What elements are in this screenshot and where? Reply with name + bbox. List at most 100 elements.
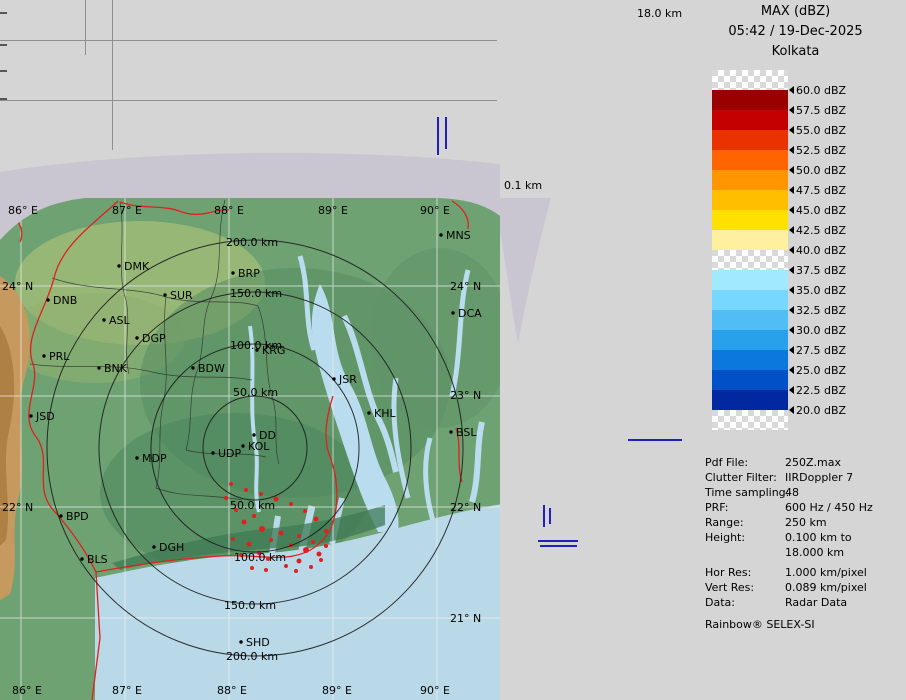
echo-mark	[538, 540, 578, 542]
station-label: BPD	[66, 510, 89, 523]
software-brand: Rainbow® SELEX-SI	[705, 618, 815, 631]
ring-label: 150.0 km	[230, 287, 282, 300]
panel-divider-line	[112, 0, 113, 150]
blockage-band-top	[0, 152, 500, 198]
station-label: BRP	[238, 267, 260, 280]
range-rings	[46, 239, 464, 657]
station-label: SUR	[170, 289, 193, 302]
info-label: Range:	[705, 516, 744, 529]
colorbar-cell	[712, 130, 788, 150]
colorbar-cell	[712, 170, 788, 190]
colorbar-level-label: 50.0 dBZ	[796, 163, 847, 177]
station-label: BSL	[456, 426, 477, 439]
colorbar-level-label: 20.0 dBZ	[796, 403, 847, 417]
station-label: BDW	[198, 362, 225, 375]
colorbar-cell	[712, 270, 788, 290]
info-label: Time sampling:	[705, 486, 790, 499]
ring-label: 50.0 km	[230, 499, 275, 512]
colorbar-level-label: 30.0 dBZ	[796, 323, 847, 337]
lat-label: 23° N	[450, 389, 481, 402]
radar-site-name: Kolkata	[771, 44, 820, 59]
colorbar-cell	[712, 190, 788, 210]
info-value: 600 Hz / 450 Hz	[785, 501, 873, 514]
station-label: DCA	[458, 307, 482, 320]
station-label: DNB	[53, 294, 77, 307]
echo-mark	[445, 117, 447, 149]
colorbar-cell	[712, 310, 788, 330]
map-geography	[0, 198, 500, 700]
longitude-labels: 86° E 87° E 88° E 89° E 90° E 86° E 87° …	[8, 204, 450, 697]
station-label: KHL	[374, 407, 396, 420]
info-value: 250Z.max	[785, 456, 841, 469]
colorbar-level-label: 42.5 dBZ	[796, 223, 847, 237]
delta-area	[112, 505, 385, 570]
colorbar-cell	[712, 90, 788, 110]
colorbar-level: 45.0 dBZ	[785, 203, 846, 217]
colorbar-level: 30.0 dBZ	[785, 323, 846, 337]
lat-label: 24° N	[450, 280, 481, 293]
lat-label: 21° N	[450, 612, 481, 625]
info-value: 250 km	[785, 516, 827, 529]
colorbar-level-label: 32.5 dBZ	[796, 303, 847, 317]
station-label: DD	[259, 429, 276, 442]
colorbar-level: 20.0 dBZ	[785, 403, 846, 417]
colorbar-level: 25.0 dBZ	[785, 363, 846, 377]
lon-label: 89° E	[322, 684, 352, 697]
lon-label: 87° E	[112, 204, 142, 217]
station-label: SHD	[246, 636, 270, 649]
station-label: JSR	[338, 373, 357, 386]
info-label: Hor Res:	[705, 566, 752, 579]
colorbar-level: 27.5 dBZ	[785, 343, 846, 357]
colorbar-cell	[712, 410, 788, 430]
axis-tick	[0, 98, 7, 100]
colorbar-level: 22.5 dBZ	[785, 383, 846, 397]
colorbar-level: 52.5 dBZ	[785, 143, 846, 157]
echo-mark	[549, 508, 551, 524]
colorbar-cell	[712, 390, 788, 410]
axis-tick	[0, 12, 7, 14]
colorbar-level-label: 57.5 dBZ	[796, 103, 847, 117]
colorbar-cell	[712, 230, 788, 250]
colorbar-cell	[712, 370, 788, 390]
lat-label: 22° N	[2, 501, 33, 514]
info-value: 18.000 km	[785, 546, 845, 559]
lon-label: 87° E	[112, 684, 142, 697]
product-title: MAX (dBZ)	[760, 4, 831, 19]
coastal-islands	[224, 482, 328, 573]
station-label: KOL	[248, 440, 270, 453]
ring-label: 100.0 km	[230, 339, 282, 352]
colorbar-level: 32.5 dBZ	[785, 303, 846, 317]
legend-panel: MAX (dBZ) 05:42 / 19-Dec-2025 Kolkata 60…	[685, 0, 906, 700]
ring-label: 150.0 km	[224, 599, 276, 612]
panel-divider-line	[0, 100, 497, 101]
colorbar-level-label: 52.5 dBZ	[796, 143, 847, 157]
district-boundaries	[29, 199, 280, 501]
echo-mark	[543, 505, 545, 527]
height-top-label: 18.0 km	[637, 7, 683, 20]
info-value: 0.089 km/pixel	[785, 581, 867, 594]
lat-label: 24° N	[2, 280, 33, 293]
colorbar-cell	[712, 110, 788, 130]
station-label: MNS	[446, 229, 471, 242]
state-boundaries	[1, 200, 469, 700]
lon-label: 89° E	[318, 204, 348, 217]
radar-map: 86° E 87° E 88° E 89° E 90° E 86° E 87° …	[0, 198, 500, 700]
echo-mark	[628, 439, 682, 441]
lon-label: 88° E	[217, 684, 247, 697]
panel-divider-line	[0, 40, 497, 41]
height-side-label: 0.1 km	[504, 179, 543, 192]
colorbar-level-label: 35.0 dBZ	[796, 283, 847, 297]
station-label: DMK	[124, 260, 150, 273]
lon-label: 90° E	[420, 684, 450, 697]
colorbar-level-label: 55.0 dBZ	[796, 123, 847, 137]
lon-label: 88° E	[214, 204, 244, 217]
station-label: ASL	[109, 314, 131, 327]
colorbar-level: 40.0 dBZ	[785, 243, 846, 257]
range-ring-labels: 200.0 km 150.0 km 100.0 km 50.0 km 50.0 …	[224, 236, 286, 663]
colorbar-cell	[712, 150, 788, 170]
echo-mark	[437, 117, 439, 155]
colorbar-level-label: 47.5 dBZ	[796, 183, 847, 197]
station-label: PRL	[49, 350, 70, 363]
colorbar-level-label: 25.0 dBZ	[796, 363, 847, 377]
info-label: Vert Res:	[705, 581, 755, 594]
